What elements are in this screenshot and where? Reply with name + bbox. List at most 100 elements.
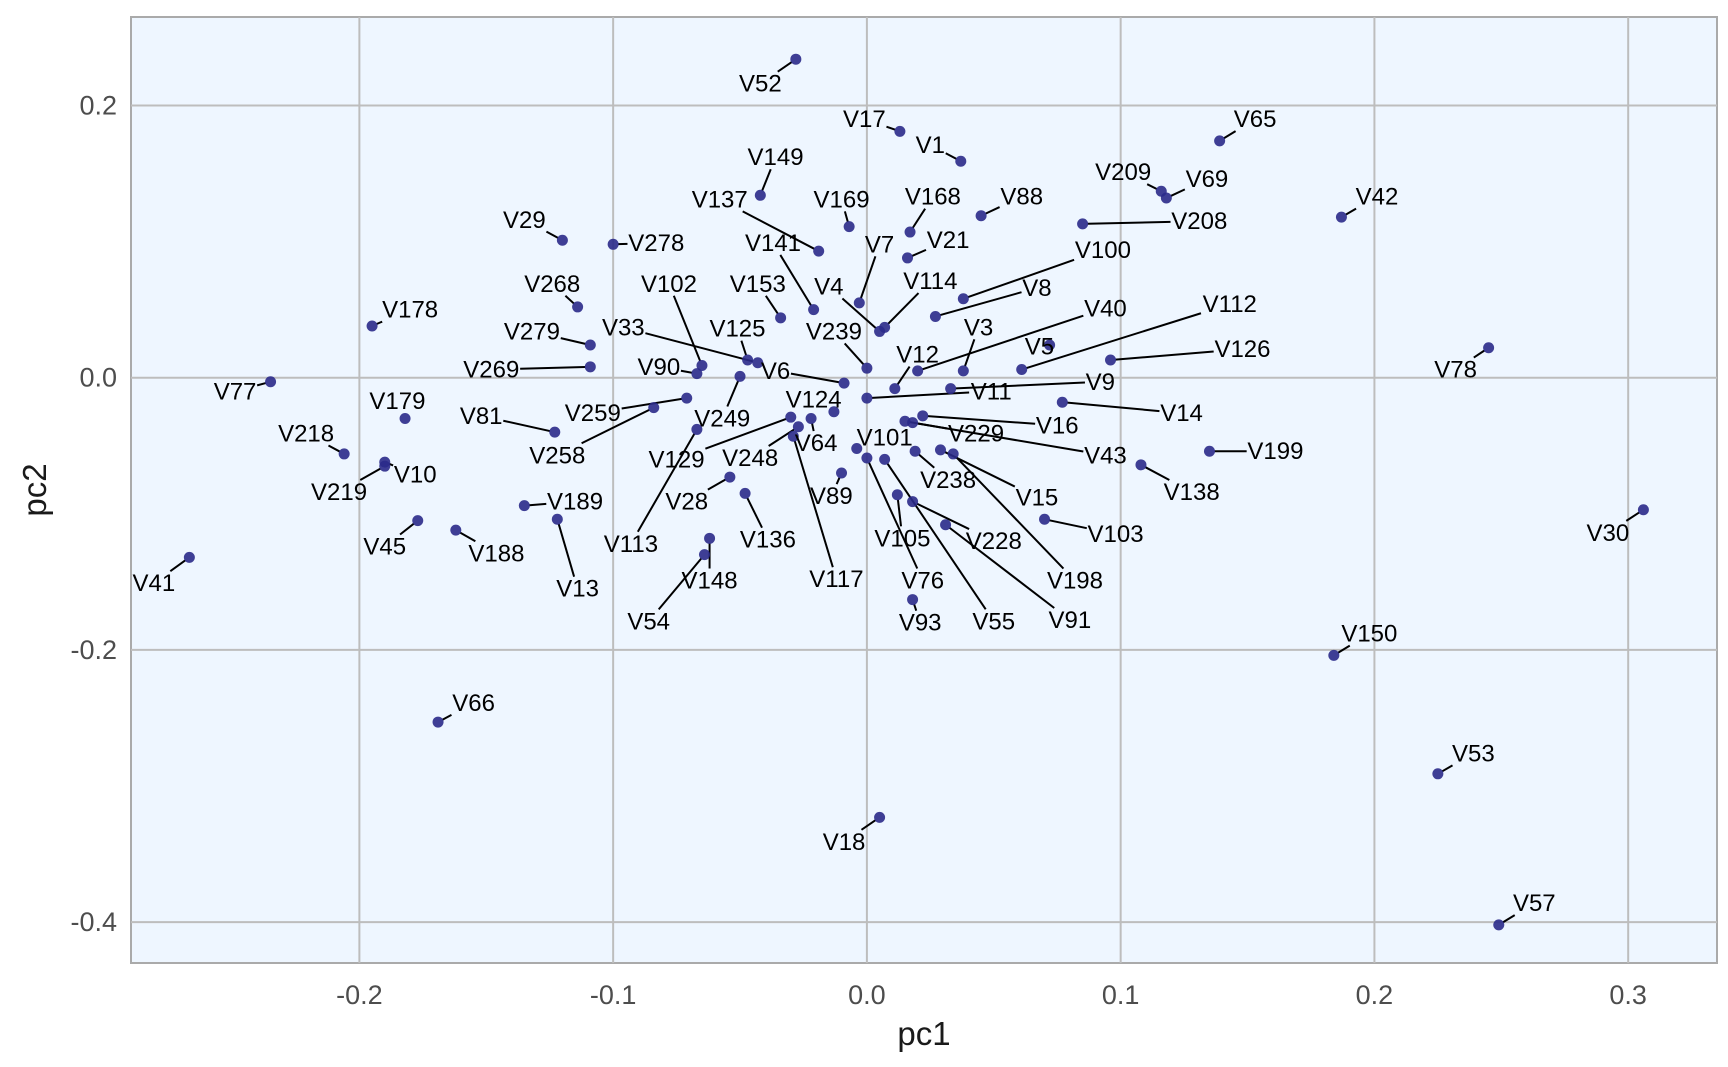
point-label: V16 bbox=[1036, 412, 1079, 439]
data-point bbox=[947, 448, 959, 460]
point-label: V178 bbox=[382, 297, 438, 324]
leader-line bbox=[765, 295, 779, 315]
point-label: V42 bbox=[1356, 184, 1399, 211]
data-point bbox=[338, 448, 350, 460]
point-label: V12 bbox=[896, 342, 939, 369]
leader-line bbox=[843, 342, 865, 366]
leader-line bbox=[811, 423, 815, 432]
data-point bbox=[1328, 649, 1340, 661]
leader-line bbox=[868, 462, 919, 569]
y-tick-label: 0.2 bbox=[79, 90, 117, 120]
data-point bbox=[907, 417, 919, 429]
leader-line bbox=[887, 292, 920, 325]
point-label: V150 bbox=[1341, 621, 1397, 648]
leader-line bbox=[1049, 519, 1087, 530]
leader-line bbox=[886, 125, 896, 131]
leader-line bbox=[742, 210, 815, 250]
data-point bbox=[584, 361, 596, 373]
point-label: V15 bbox=[1016, 484, 1059, 511]
x-tick-label: 0.1 bbox=[1102, 980, 1140, 1010]
data-point bbox=[607, 238, 619, 250]
leader-line bbox=[1087, 220, 1171, 225]
point-label: V248 bbox=[722, 445, 778, 472]
leader-line bbox=[985, 206, 1001, 215]
point-label: V17 bbox=[843, 106, 886, 133]
point-label: V5 bbox=[1025, 333, 1054, 360]
data-point bbox=[861, 392, 873, 404]
point-label: V45 bbox=[363, 533, 406, 560]
data-point bbox=[1044, 339, 1056, 351]
x-tick-label: -0.1 bbox=[590, 980, 637, 1010]
data-point bbox=[734, 370, 746, 382]
data-point bbox=[1432, 768, 1444, 780]
point-label: V153 bbox=[730, 271, 786, 298]
data-point bbox=[909, 445, 921, 457]
point-label: V30 bbox=[1587, 520, 1630, 547]
point-label: V64 bbox=[795, 430, 838, 457]
data-point bbox=[698, 549, 710, 561]
point-label: V199 bbox=[1247, 438, 1303, 465]
data-point bbox=[940, 519, 952, 531]
leader-line bbox=[793, 440, 834, 568]
leader-line bbox=[1223, 130, 1237, 140]
point-label: V141 bbox=[745, 230, 801, 257]
leader-line bbox=[1146, 183, 1158, 190]
data-point bbox=[704, 532, 716, 544]
leader-line bbox=[359, 467, 381, 481]
leader-line bbox=[918, 453, 935, 469]
leader-line bbox=[376, 320, 383, 325]
point-label: V168 bbox=[905, 184, 961, 211]
point-label: V90 bbox=[637, 354, 680, 381]
data-point bbox=[836, 467, 848, 479]
data-point bbox=[399, 413, 411, 425]
leader-line bbox=[911, 208, 926, 229]
data-point bbox=[853, 297, 865, 309]
data-point bbox=[975, 210, 987, 222]
leader-line bbox=[777, 61, 793, 73]
leader-line bbox=[1441, 764, 1454, 773]
leader-line bbox=[939, 291, 1022, 317]
leader-line bbox=[896, 499, 903, 527]
leader-line bbox=[1067, 401, 1160, 413]
point-label: V278 bbox=[628, 230, 684, 257]
leader-line bbox=[726, 380, 740, 407]
data-point bbox=[556, 234, 568, 246]
point-label: V117 bbox=[809, 566, 863, 593]
y-tick-label: -0.2 bbox=[70, 635, 117, 665]
data-point bbox=[957, 365, 969, 377]
point-label: V43 bbox=[1084, 442, 1127, 469]
data-point bbox=[808, 304, 820, 316]
point-label: V169 bbox=[813, 186, 869, 213]
data-point bbox=[1203, 445, 1215, 457]
point-label: V6 bbox=[761, 358, 790, 385]
leader-line bbox=[955, 456, 1065, 570]
leader-line bbox=[790, 372, 840, 384]
data-point bbox=[572, 301, 584, 313]
point-label: V91 bbox=[1049, 607, 1092, 634]
point-label: V249 bbox=[694, 406, 750, 433]
point-label: V14 bbox=[1160, 400, 1203, 427]
point-label: V124 bbox=[786, 386, 842, 413]
data-point bbox=[1135, 459, 1147, 471]
point-label: V219 bbox=[311, 479, 367, 506]
x-axis-ticks: -0.2 -0.1 0.0 0.1 0.2 0.3 bbox=[336, 980, 1647, 1010]
data-point bbox=[790, 53, 802, 65]
point-label: V269 bbox=[463, 357, 519, 384]
point-label: V149 bbox=[748, 144, 804, 171]
point-label: V65 bbox=[1234, 106, 1277, 133]
data-point bbox=[874, 325, 886, 337]
x-tick-label: 0.3 bbox=[1609, 980, 1647, 1010]
point-label: V33 bbox=[602, 314, 645, 341]
data-point bbox=[366, 320, 378, 332]
point-label: V4 bbox=[814, 274, 843, 301]
point-label: V218 bbox=[278, 421, 334, 448]
leader-line bbox=[1345, 207, 1357, 216]
data-point bbox=[861, 362, 873, 374]
leader-line bbox=[520, 365, 586, 370]
point-label: V258 bbox=[529, 442, 585, 469]
data-point bbox=[1016, 364, 1028, 376]
data-point bbox=[724, 471, 736, 483]
point-label: V53 bbox=[1452, 740, 1495, 767]
point-label: V112 bbox=[1203, 291, 1257, 318]
y-axis-ticks: -0.4 -0.2 0.0 0.2 bbox=[70, 90, 117, 937]
